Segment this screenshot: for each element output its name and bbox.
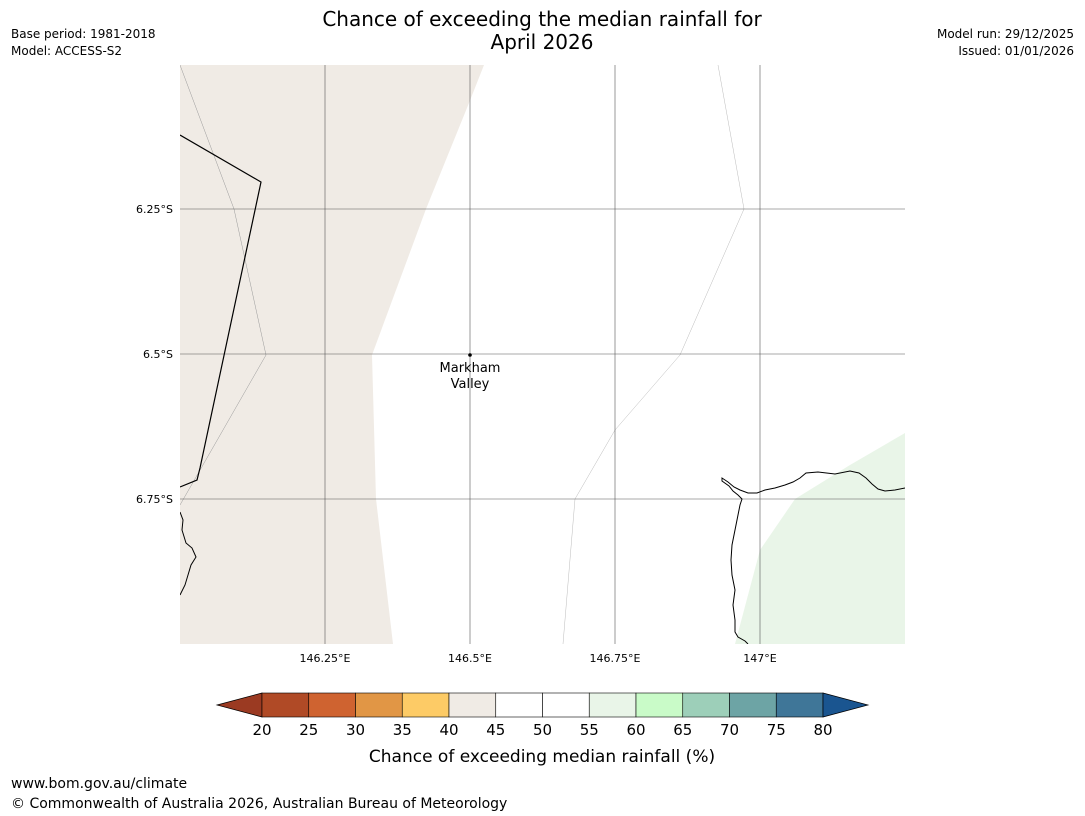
colorbar-tick-label: 20: [252, 721, 271, 739]
colorbar-segment: [588, 692, 637, 718]
colorbar-segment: [635, 692, 684, 718]
coastline-west: [180, 511, 197, 596]
footer-copyright: © Commonwealth of Australia 2026, Austra…: [11, 796, 508, 812]
colorbar-tick-label: 25: [299, 721, 318, 739]
colorbar-segment: [495, 692, 543, 718]
border-line: [180, 134, 262, 488]
colorbar-tick-label: 40: [439, 721, 458, 739]
colorbar-tick-label: 60: [626, 721, 645, 739]
colorbar-segments: [261, 692, 824, 718]
colorbar-segment: [542, 692, 590, 718]
colorbar-segment: [401, 692, 450, 718]
rainfall-band-55-60: [735, 433, 905, 644]
chart-title: Chance of exceeding the median rainfall …: [242, 8, 842, 54]
footer-url: www.bom.gov.au/climate: [11, 776, 188, 792]
colorbar-extend-above: [822, 692, 870, 718]
base-period: Base period: 1981-2018: [11, 27, 156, 41]
meta-left: Base period: 1981-2018 Model: ACCESS-S2: [11, 26, 156, 60]
colorbar-segment: [682, 692, 730, 718]
colorbar-segment: [308, 692, 356, 718]
colorbar-tick-label: 45: [486, 721, 505, 739]
colorbar-tick-label: 55: [580, 721, 599, 739]
colorbar-segment: [261, 692, 310, 718]
contour-line-west: [180, 65, 267, 506]
lat-label-1: 6.25°S: [136, 203, 173, 216]
title-line-2: April 2026: [490, 30, 594, 54]
colorbar-tick-label: 50: [533, 721, 552, 739]
colorbar-segment: [448, 692, 497, 718]
issued-date: Issued: 01/01/2026: [958, 44, 1074, 58]
place-marker: [468, 353, 472, 357]
lat-label-2: 6.5°S: [143, 348, 173, 361]
colorbar-tick-label: 35: [393, 721, 412, 739]
lat-label-3: 6.75°S: [136, 493, 173, 506]
colorbar-segment: [775, 692, 824, 718]
lon-label-3: 146.75°E: [590, 652, 641, 665]
map: 6.25°S 6.5°S 6.75°S 146.25°E 146.5°E 146…: [136, 65, 905, 665]
place-label-line-2: Valley: [451, 377, 490, 392]
colorbar-extend-below: [215, 692, 263, 718]
colorbar-tick-label: 65: [673, 721, 692, 739]
colorbar-tick-label: 70: [720, 721, 739, 739]
rainfall-band-40-45: [180, 65, 484, 644]
colorbar-tick-label: 80: [813, 721, 832, 739]
contour-line-east: [562, 65, 745, 644]
model-run: Model run: 29/12/2025: [936, 27, 1074, 41]
colorbar-legend: 20 25 30 35 40 45 50 55 60 65 70 75 80 Chance of exc…: [215, 692, 870, 767]
model-name: Model: ACCESS-S2: [11, 44, 123, 58]
colorbar-title: Chance of exceeding median rainfall (%): [369, 747, 715, 767]
colorbar-tick-labels: 20 25 30 35 40 45 50 55 60 65 70 75 80: [252, 721, 832, 739]
place-label-line-1: Markham: [440, 361, 501, 376]
lon-label-4: 147°E: [743, 652, 776, 665]
lon-label-1: 146.25°E: [300, 652, 351, 665]
colorbar-segment: [729, 692, 777, 718]
colorbar-tick-label: 75: [767, 721, 786, 739]
coastline-east: [721, 470, 905, 644]
meta-right: Model run: 29/12/2025 Issued: 01/01/2026: [937, 26, 1074, 60]
colorbar-tick-label: 30: [346, 721, 365, 739]
title-line-1: Chance of exceeding the median rainfall …: [322, 7, 762, 31]
colorbar-segment: [355, 692, 403, 718]
lon-label-2: 146.5°E: [448, 652, 492, 665]
